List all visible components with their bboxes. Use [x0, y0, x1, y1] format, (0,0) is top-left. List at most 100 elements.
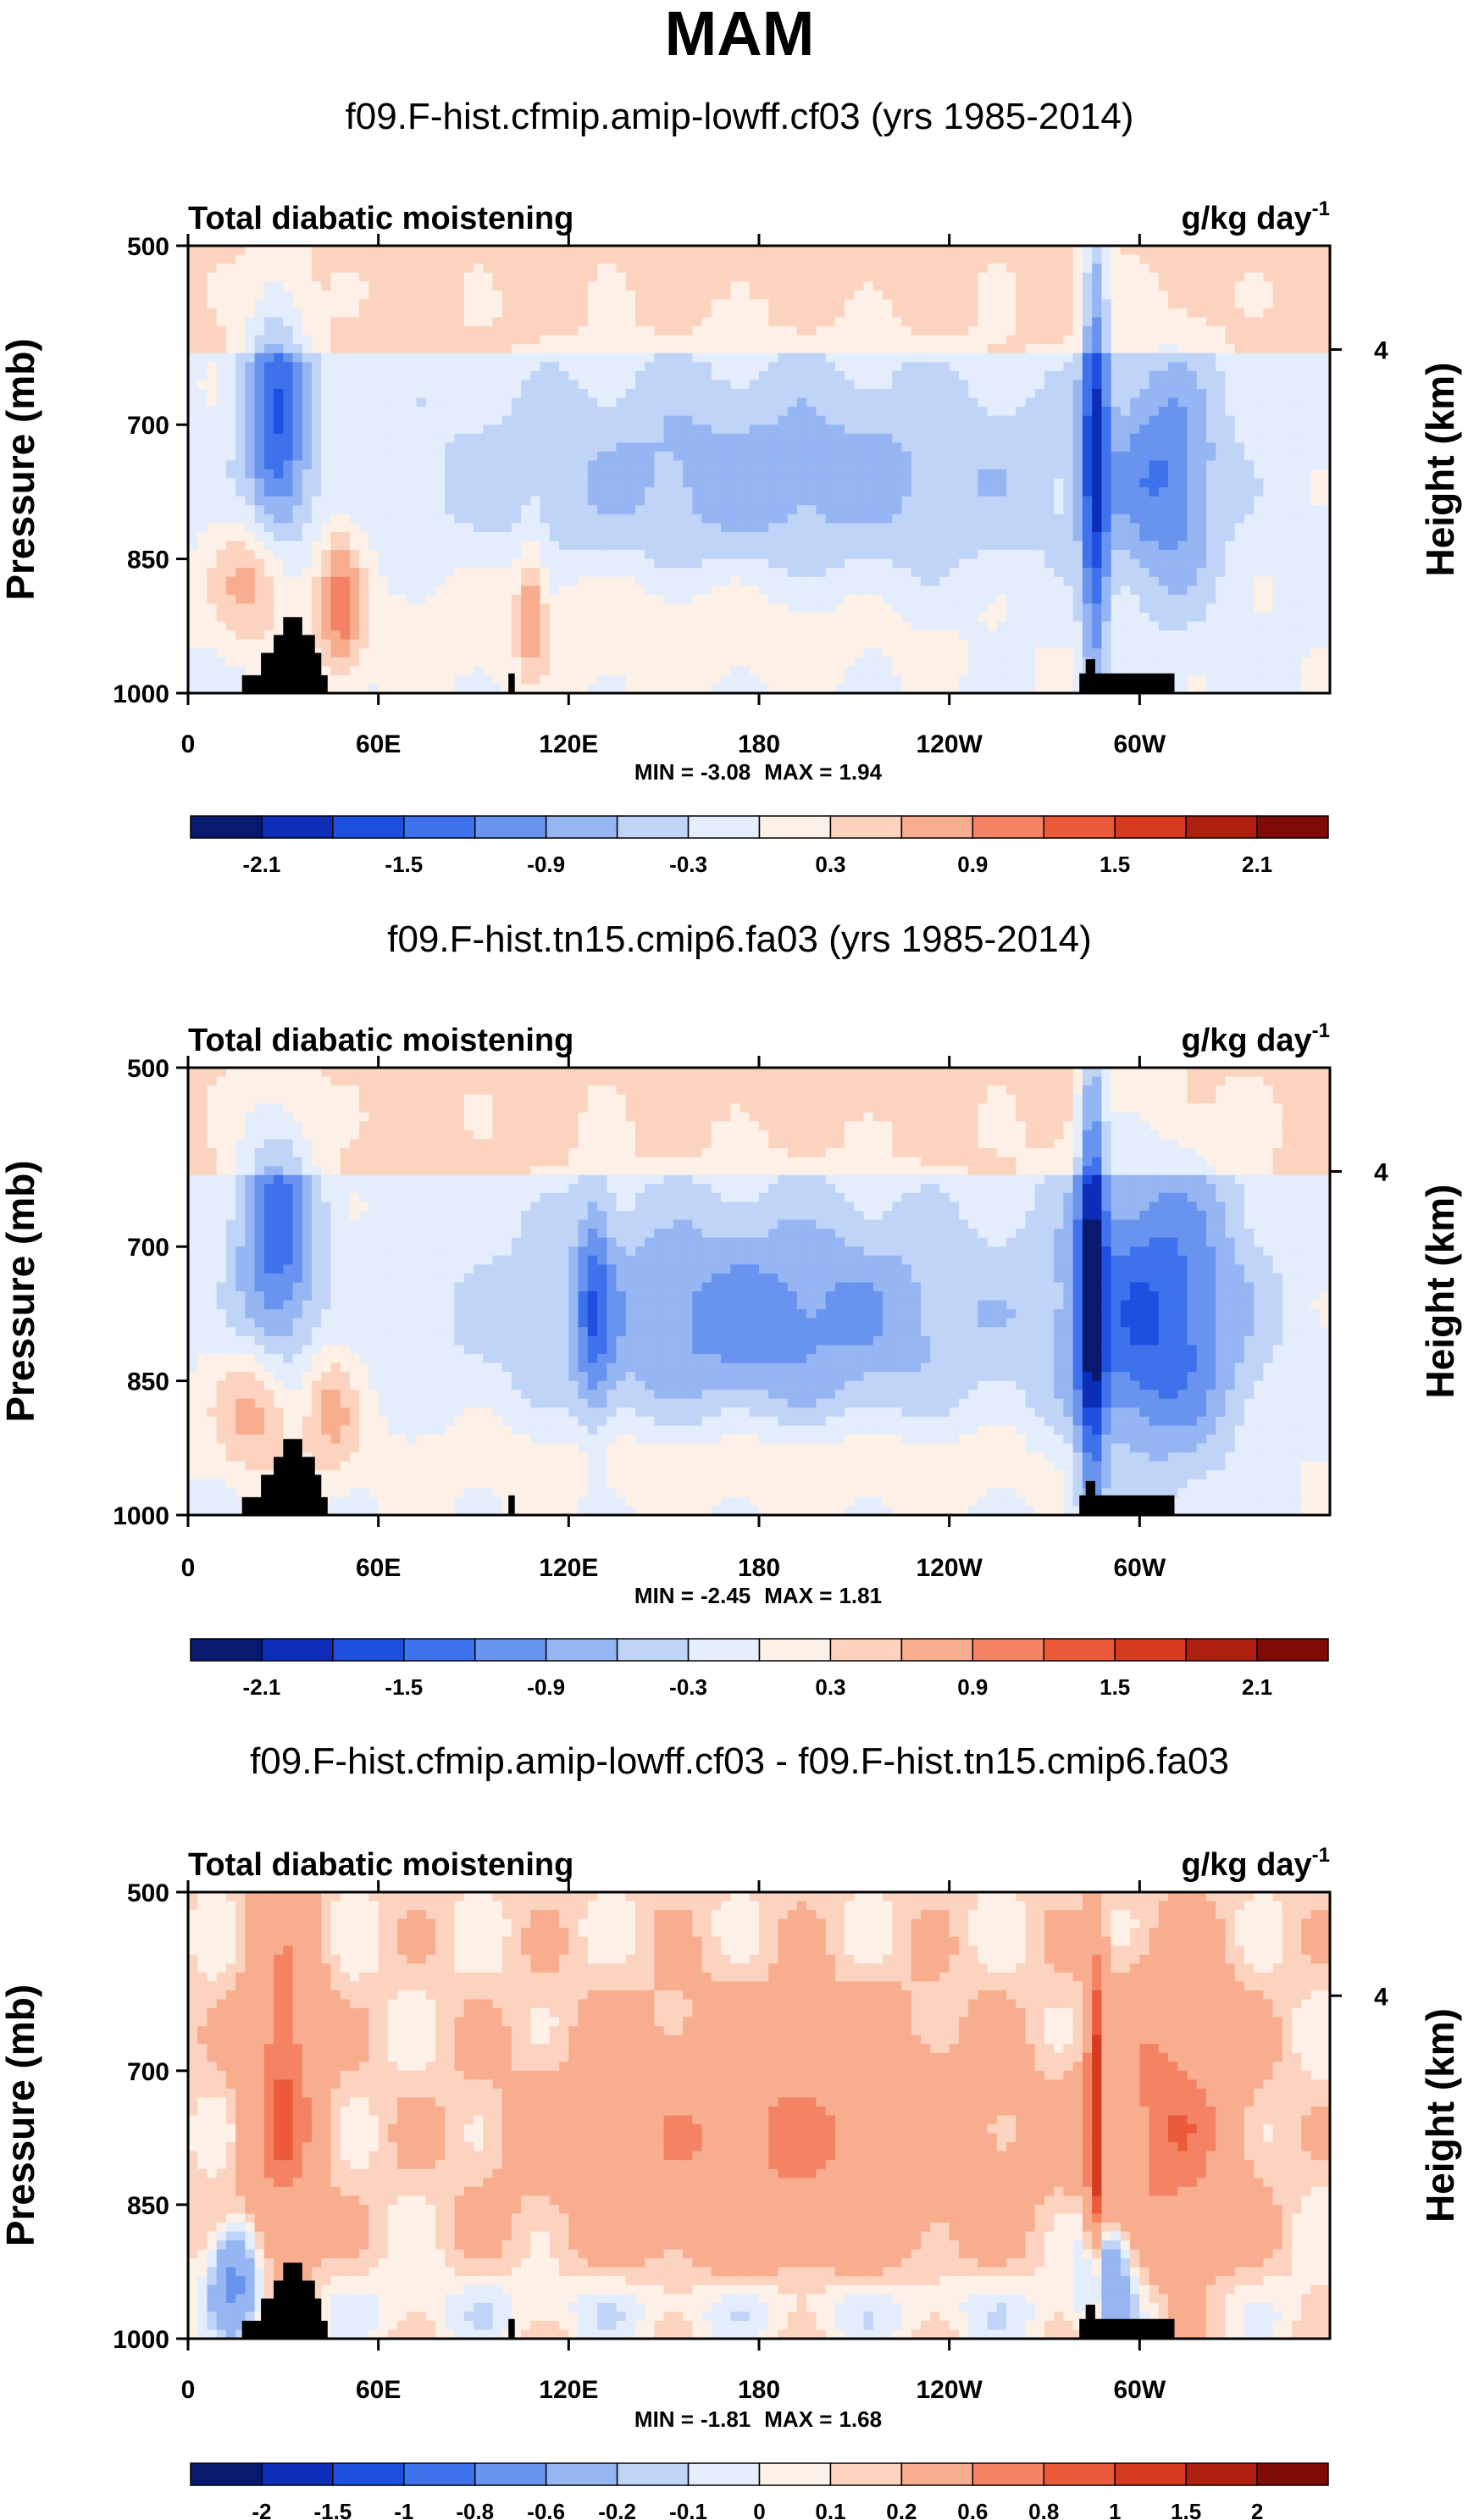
field-cell	[796, 496, 807, 506]
field-cell	[872, 397, 884, 408]
field-cell	[949, 362, 960, 372]
field-cell	[587, 299, 598, 309]
field-cell	[1054, 299, 1065, 309]
field-cell	[1034, 352, 1045, 363]
field-cell	[1111, 487, 1122, 497]
field-cell	[540, 612, 551, 623]
field-cell	[920, 684, 931, 693]
field-cell	[787, 344, 798, 354]
field-cell	[463, 264, 474, 274]
field-cell	[578, 513, 589, 524]
field-cell	[1120, 648, 1131, 658]
field-cell	[597, 425, 607, 435]
field-cell	[1054, 425, 1065, 435]
field-cell	[778, 568, 789, 578]
field-cell	[1006, 541, 1016, 551]
field-cell	[939, 586, 950, 596]
field-cell	[968, 594, 978, 604]
field-cell	[540, 397, 551, 408]
field-cell	[996, 523, 1007, 533]
field-cell	[225, 397, 236, 408]
field-cell	[235, 407, 246, 417]
field-cell	[1054, 397, 1065, 408]
field-cell	[197, 496, 208, 506]
field-cell	[1016, 639, 1027, 649]
field-cell	[387, 550, 398, 560]
field-cell	[245, 362, 256, 372]
field-cell	[540, 469, 551, 480]
field-cell	[463, 639, 474, 649]
field-cell	[1044, 352, 1055, 363]
field-cell	[683, 469, 693, 480]
field-cell	[816, 666, 827, 676]
field-cell	[749, 264, 760, 274]
field-cell	[607, 639, 618, 649]
field-cell	[330, 380, 341, 390]
field-cell	[368, 317, 379, 327]
field-cell	[474, 433, 484, 443]
field-cell	[312, 586, 322, 596]
field-cell	[645, 407, 656, 417]
field-cell	[968, 603, 978, 613]
field-cell	[349, 469, 360, 480]
field-cell	[834, 594, 845, 604]
field-cell	[768, 433, 779, 443]
field-cell	[1006, 460, 1016, 470]
field-cell	[883, 550, 893, 560]
field-cell	[578, 425, 589, 435]
field-cell	[730, 451, 741, 462]
field-cell	[1025, 335, 1036, 345]
field-cell	[1025, 308, 1036, 319]
field-cell	[1034, 317, 1045, 327]
field-cell	[492, 531, 503, 542]
field-cell	[435, 460, 446, 470]
field-cell	[254, 576, 265, 586]
field-cell	[463, 576, 474, 586]
field-cell	[692, 586, 703, 596]
field-cell	[559, 451, 569, 462]
field-cell	[349, 531, 360, 542]
field-cell	[816, 407, 827, 417]
field-cell	[483, 648, 494, 658]
field-cell	[597, 370, 607, 380]
field-cell	[634, 666, 645, 676]
field-cell	[749, 254, 760, 264]
field-cell	[854, 657, 865, 667]
field-cell	[692, 290, 703, 300]
field-cell	[368, 550, 379, 560]
field-cell	[759, 281, 769, 291]
field-cell	[607, 496, 618, 506]
field-cell	[302, 388, 313, 399]
field-cell	[778, 630, 789, 641]
field-cell	[683, 684, 693, 693]
field-cell	[863, 496, 874, 506]
field-cell	[559, 254, 569, 264]
field-cell	[387, 496, 398, 506]
field-cell	[1101, 272, 1112, 282]
field-cell	[1006, 246, 1016, 256]
field-cell	[1082, 299, 1093, 309]
field-cell	[778, 433, 789, 443]
field-cell	[1063, 541, 1074, 551]
field-cell	[463, 558, 474, 569]
field-cell	[987, 254, 998, 264]
field-cell	[683, 666, 693, 676]
field-cell	[663, 388, 674, 399]
field-cell	[730, 388, 741, 399]
field-cell	[235, 460, 246, 470]
field-cell	[883, 576, 893, 586]
field-cell	[292, 415, 303, 425]
field-cell	[996, 272, 1007, 282]
field-cell	[407, 362, 418, 372]
field-cell	[188, 531, 198, 542]
field-cell	[863, 541, 874, 551]
field-cell	[854, 299, 865, 309]
field-cell	[663, 603, 674, 613]
field-cell	[834, 603, 845, 613]
field-cell	[501, 425, 512, 435]
field-cell	[673, 352, 684, 363]
field-cell	[721, 335, 731, 345]
field-cell	[445, 568, 456, 578]
field-cell	[692, 657, 703, 667]
field-cell	[235, 326, 246, 336]
